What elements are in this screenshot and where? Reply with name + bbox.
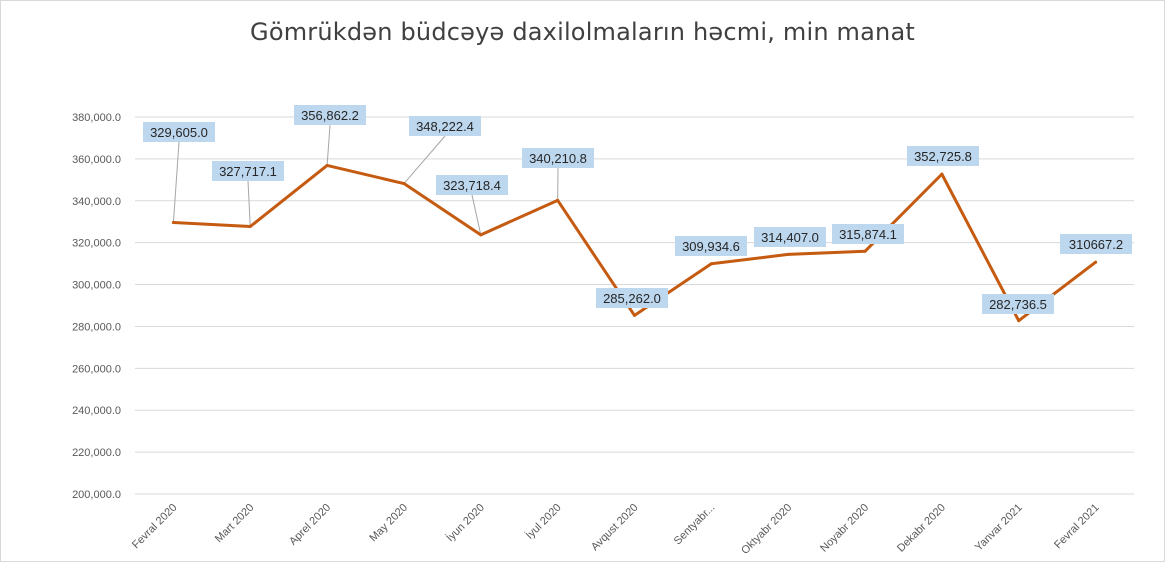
- data-label-box: [596, 288, 668, 308]
- data-label-box: [832, 224, 904, 244]
- data-label: 315,874.1: [839, 227, 897, 242]
- data-point: [1094, 260, 1098, 264]
- leader-line: [247, 180, 251, 227]
- data-point: [786, 252, 790, 256]
- data-label-box: [754, 227, 826, 247]
- data-label: 314,407.0: [761, 230, 819, 245]
- y-tick-label: 220,000.0: [72, 447, 121, 459]
- x-axis-ticks: Fevral 2020 Mart 2020 Aprel 2020 May 2020 İy…: [130, 501, 1102, 557]
- x-tick-label: Aprel 2020: [287, 502, 333, 548]
- y-tick-label: 360,000.0: [72, 154, 121, 166]
- x-tick-label: İyul 2020: [523, 501, 564, 542]
- data-point: [556, 198, 560, 202]
- y-tick-label: 240,000.0: [72, 405, 121, 417]
- leader-line: [403, 135, 446, 184]
- data-point: [402, 182, 406, 186]
- x-tick-label: Fevral 2021: [1052, 502, 1102, 552]
- y-tick-label: 300,000.0: [72, 280, 121, 292]
- x-tick-label: Mart 2020: [213, 502, 257, 546]
- y-tick-label: 320,000.0: [72, 238, 121, 250]
- data-point: [709, 262, 713, 266]
- data-label: 352,725.8: [914, 149, 972, 164]
- data-label: 309,934.6: [682, 239, 740, 254]
- x-tick-label: Fevral 2020: [130, 502, 180, 552]
- data-label: 329,605.0: [150, 125, 208, 140]
- leader-line: [471, 194, 482, 235]
- leader-lines: [172, 124, 559, 235]
- y-tick-label: 380,000.0: [72, 112, 121, 124]
- data-label-box: [409, 116, 481, 136]
- data-label-box: [907, 146, 979, 166]
- y-axis-ticks: 200,000.0 220,000.0 240,000.0 260,000.0 280,…: [72, 112, 121, 501]
- series-line: [171, 163, 1098, 323]
- data-label: 285,262.0: [603, 291, 661, 306]
- data-label: 356,862.2: [301, 108, 359, 123]
- data-label-box: [143, 122, 215, 142]
- data-label: 310667.2: [1069, 237, 1123, 252]
- data-point: [479, 233, 483, 237]
- data-label-box: [522, 148, 594, 168]
- chart-title: Gömrükdən büdcəyə daxilolmaların həcmi, …: [250, 18, 915, 46]
- data-point: [171, 221, 175, 225]
- x-tick-label: Dekabr 2020: [895, 502, 948, 555]
- x-tick-label: Noyabr 2020: [818, 502, 871, 555]
- y-tick-label: 340,000.0: [72, 196, 121, 208]
- data-label: 348,222.4: [416, 119, 474, 134]
- data-label-box: [1060, 234, 1132, 254]
- data-label: 282,736.5: [989, 297, 1047, 312]
- data-label: 327,717.1: [219, 164, 277, 179]
- x-tick-label: Avqust 2020: [589, 502, 641, 554]
- data-label-box: [294, 105, 366, 125]
- data-point: [248, 225, 252, 229]
- x-tick-label: May 2020: [367, 502, 410, 545]
- x-tick-label: Oktyabr 2020: [739, 502, 794, 557]
- x-tick-label: Sentyabr...: [672, 502, 718, 548]
- y-tick-label: 280,000.0: [72, 321, 121, 333]
- data-label-box: [212, 161, 284, 181]
- data-label: 340,210.8: [529, 151, 587, 166]
- data-point: [325, 163, 329, 167]
- x-tick-label: İyun 2020: [444, 501, 487, 544]
- data-label-box: [982, 294, 1054, 314]
- data-point: [940, 172, 944, 176]
- y-tick-label: 200,000.0: [72, 489, 121, 501]
- leader-line: [172, 141, 180, 223]
- x-tick-label: Yanvar 2021: [973, 502, 1025, 554]
- data-point: [863, 249, 867, 253]
- y-tick-label: 260,000.0: [72, 363, 121, 375]
- data-label: 323,718.4: [443, 178, 501, 193]
- data-label-box: [675, 236, 747, 256]
- leader-line: [326, 124, 331, 166]
- data-label-box: [436, 175, 508, 195]
- data-point: [1017, 319, 1021, 323]
- data-labels: 329,605.0 327,717.1 356,862.2 348,222.4 323,…: [143, 105, 1132, 314]
- data-point: [633, 313, 636, 317]
